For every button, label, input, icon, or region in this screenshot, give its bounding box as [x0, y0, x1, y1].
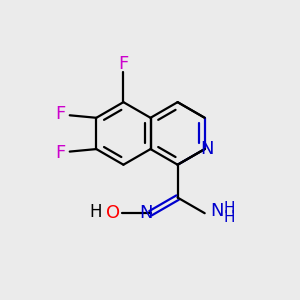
Text: H: H	[223, 201, 235, 216]
Text: N: N	[210, 202, 224, 220]
Text: F: F	[55, 105, 65, 123]
Text: H: H	[90, 203, 102, 221]
Text: H: H	[223, 211, 235, 226]
Text: F: F	[118, 55, 128, 73]
Text: O: O	[106, 204, 120, 222]
Text: N: N	[140, 204, 153, 222]
Text: F: F	[55, 144, 65, 162]
Text: N: N	[200, 140, 214, 158]
